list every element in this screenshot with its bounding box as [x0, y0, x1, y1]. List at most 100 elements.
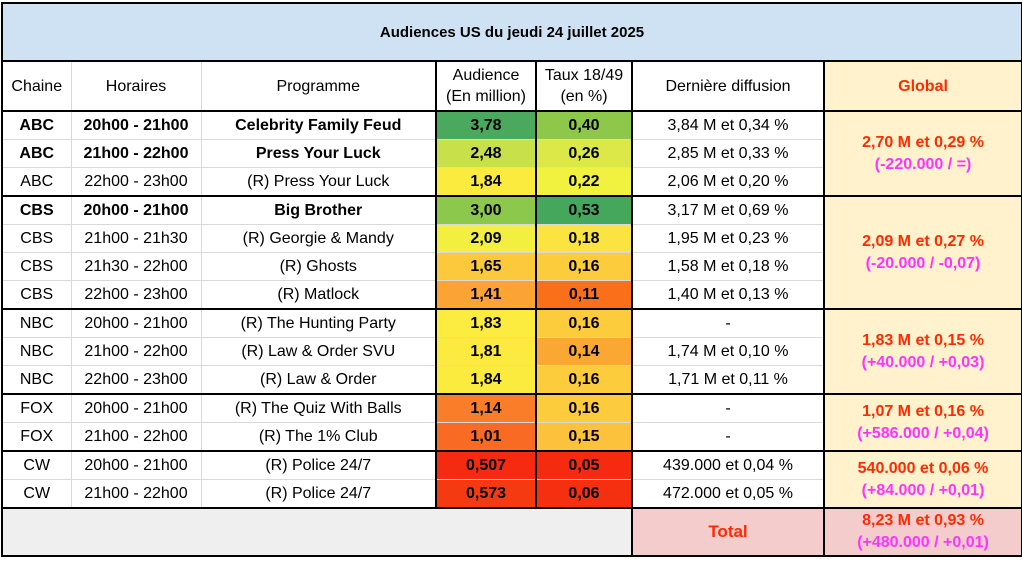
rating-cell: 0,16	[535, 365, 633, 395]
program-cell: (R) Police 24/7	[200, 479, 437, 509]
channel-cell: CW	[1, 479, 72, 509]
audience-cell: 1,84	[435, 167, 537, 197]
rating-cell: 0,16	[535, 252, 633, 281]
global-delta: (-220.000 / =)	[874, 155, 972, 173]
global-value: 2,09 M et 0,27 %	[862, 232, 984, 250]
global-value: 540.000 et 0,06 %	[857, 459, 989, 477]
program-cell: (R) Ghosts	[200, 252, 437, 281]
total-value: 8,23 M et 0,93 %	[862, 512, 984, 529]
previous-airing-cell: 3,84 M et 0,34 %	[631, 110, 825, 140]
program-cell: (R) Press Your Luck	[200, 167, 437, 197]
program-cell: (R) Georgie & Mandy	[200, 224, 437, 253]
audience-cell: 1,65	[435, 252, 537, 281]
program-cell: Big Brother	[200, 195, 437, 225]
audience-cell: 1,83	[435, 308, 537, 338]
global-delta: (+84.000 / +0,01)	[861, 481, 985, 499]
previous-airing-cell: 1,71 M et 0,11 %	[631, 365, 825, 395]
rating-cell: 0,53	[535, 195, 633, 225]
table-row: FOX 20h00 - 21h00 (R) The Quiz With Balls 1…	[1, 393, 1022, 452]
channel-cell: NBC	[1, 337, 72, 366]
program-cell: (R) Law & Order	[200, 365, 437, 395]
time-cell: 22h00 - 23h00	[70, 365, 202, 395]
previous-airing-cell: 1,58 M et 0,18 %	[631, 252, 825, 281]
total-label: Total	[631, 507, 825, 557]
time-cell: 21h30 - 22h00	[70, 252, 202, 281]
time-cell: 21h00 - 21h30	[70, 224, 202, 253]
header-horaires: Horaires	[70, 60, 202, 112]
program-cell: (R) Law & Order SVU	[200, 337, 437, 366]
audience-cell: 0,507	[435, 450, 537, 480]
table-row: CBS 21h00 - 21h30 (R) Georgie & Mandy 2,09 0…	[1, 224, 1022, 253]
channel-cell: ABC	[1, 167, 72, 197]
previous-airing-cell: 1,74 M et 0,10 %	[631, 337, 825, 366]
channel-cell: CBS	[1, 252, 72, 281]
global-delta: (+40.000 / +0,03)	[861, 353, 985, 371]
audience-cell: 3,00	[435, 195, 537, 225]
header-taux-l1: Taux 18/49	[544, 67, 624, 84]
previous-airing-cell: 472.000 et 0,05 %	[631, 479, 825, 509]
global-delta: (-20.000 / -0,07)	[865, 254, 981, 272]
rating-cell: 0,06	[535, 479, 633, 509]
audience-cell: 1,41	[435, 280, 537, 310]
global-value: 1,83 M et 0,15 %	[862, 331, 984, 349]
table-row: CW 20h00 - 21h00 (R) Police 24/7 0,507 0,05 4…	[1, 450, 1022, 509]
time-cell: 20h00 - 21h00	[70, 450, 202, 480]
header-programme: Programme	[200, 60, 437, 112]
time-cell: 21h00 - 22h00	[70, 139, 202, 168]
channel-cell: ABC	[1, 139, 72, 168]
header-row: Chaine Horaires Programme Audience (En mi…	[1, 60, 1022, 112]
table-row: ABC 22h00 - 23h00 (R) Press Your Luck 1,84 0…	[1, 167, 1022, 197]
rating-cell: 0,05	[535, 450, 633, 480]
time-cell: 21h00 - 22h00	[70, 337, 202, 366]
rating-cell: 0,16	[535, 308, 633, 338]
program-cell: Celebrity Family Feud	[200, 110, 437, 140]
channel-cell: FOX	[1, 422, 72, 452]
audience-cell: 3,78	[435, 110, 537, 140]
time-cell: 22h00 - 23h00	[70, 280, 202, 310]
total-delta: (+480.000 / +0,01)	[857, 534, 989, 551]
table-row: FOX 21h00 - 22h00 (R) The 1% Club 1,01 0,15-	[1, 422, 1022, 452]
program-cell: (R) Police 24/7	[200, 450, 437, 480]
program-cell: Press Your Luck	[200, 139, 437, 168]
header-derniere: Dernière diffusion	[631, 60, 825, 112]
rating-cell: 0,15	[535, 422, 633, 452]
channel-cell: ABC	[1, 110, 72, 140]
audience-cell: 1,14	[435, 393, 537, 423]
program-cell: (R) The 1% Club	[200, 422, 437, 452]
table-row: ABC 21h00 - 22h00 Press Your Luck 2,48 0,26 2…	[1, 139, 1022, 168]
previous-airing-cell: 2,85 M et 0,33 %	[631, 139, 825, 168]
channel-cell: NBC	[1, 365, 72, 395]
previous-airing-cell: 1,95 M et 0,23 %	[631, 224, 825, 253]
rating-cell: 0,16	[535, 393, 633, 423]
audience-cell: 0,573	[435, 479, 537, 509]
time-cell: 20h00 - 21h00	[70, 195, 202, 225]
previous-airing-cell: -	[631, 393, 825, 423]
header-audience: Audience (En million)	[435, 60, 537, 112]
previous-airing-cell: 439.000 et 0,04 %	[631, 450, 825, 480]
header-taux: Taux 18/49 (en %)	[535, 60, 633, 112]
channel-cell: CBS	[1, 195, 72, 225]
table-row: CBS 20h00 - 21h00 Big Brother 3,00 0,53 3,17 …	[1, 195, 1022, 310]
time-cell: 22h00 - 23h00	[70, 167, 202, 197]
empty-cell	[1, 507, 633, 557]
header-audience-l1: Audience	[452, 67, 520, 84]
table-row: NBC 21h00 - 22h00 (R) Law & Order SVU 1,81 0…	[1, 337, 1022, 366]
program-cell: (R) Matlock	[200, 280, 437, 310]
global-cell: 1,83 M et 0,15 % (+40.000 / +0,03)	[822, 308, 1022, 395]
rating-cell: 0,18	[535, 224, 633, 253]
channel-cell: NBC	[1, 308, 72, 338]
time-cell: 20h00 - 21h00	[70, 393, 202, 423]
global-cell: 2,09 M et 0,27 % (-20.000 / -0,07)	[822, 195, 1022, 310]
audience-cell: 1,84	[435, 365, 537, 395]
audience-cell: 1,01	[435, 422, 537, 452]
audience-cell: 2,09	[435, 224, 537, 253]
rating-cell: 0,40	[535, 110, 633, 140]
total-row: Total 8,23 M et 0,93 % (+480.000 / +0,01)	[1, 507, 1022, 557]
audience-cell: 2,48	[435, 139, 537, 168]
global-value: 1,07 M et 0,16 %	[862, 402, 984, 420]
audience-cell: 1,81	[435, 337, 537, 366]
global-cell: 2,70 M et 0,29 % (-220.000 / =)	[822, 110, 1022, 197]
table-row: CBS 21h30 - 22h00 (R) Ghosts 1,65 0,16 1,58 M…	[1, 252, 1022, 281]
total-cell: 8,23 M et 0,93 % (+480.000 / +0,01)	[822, 507, 1022, 557]
